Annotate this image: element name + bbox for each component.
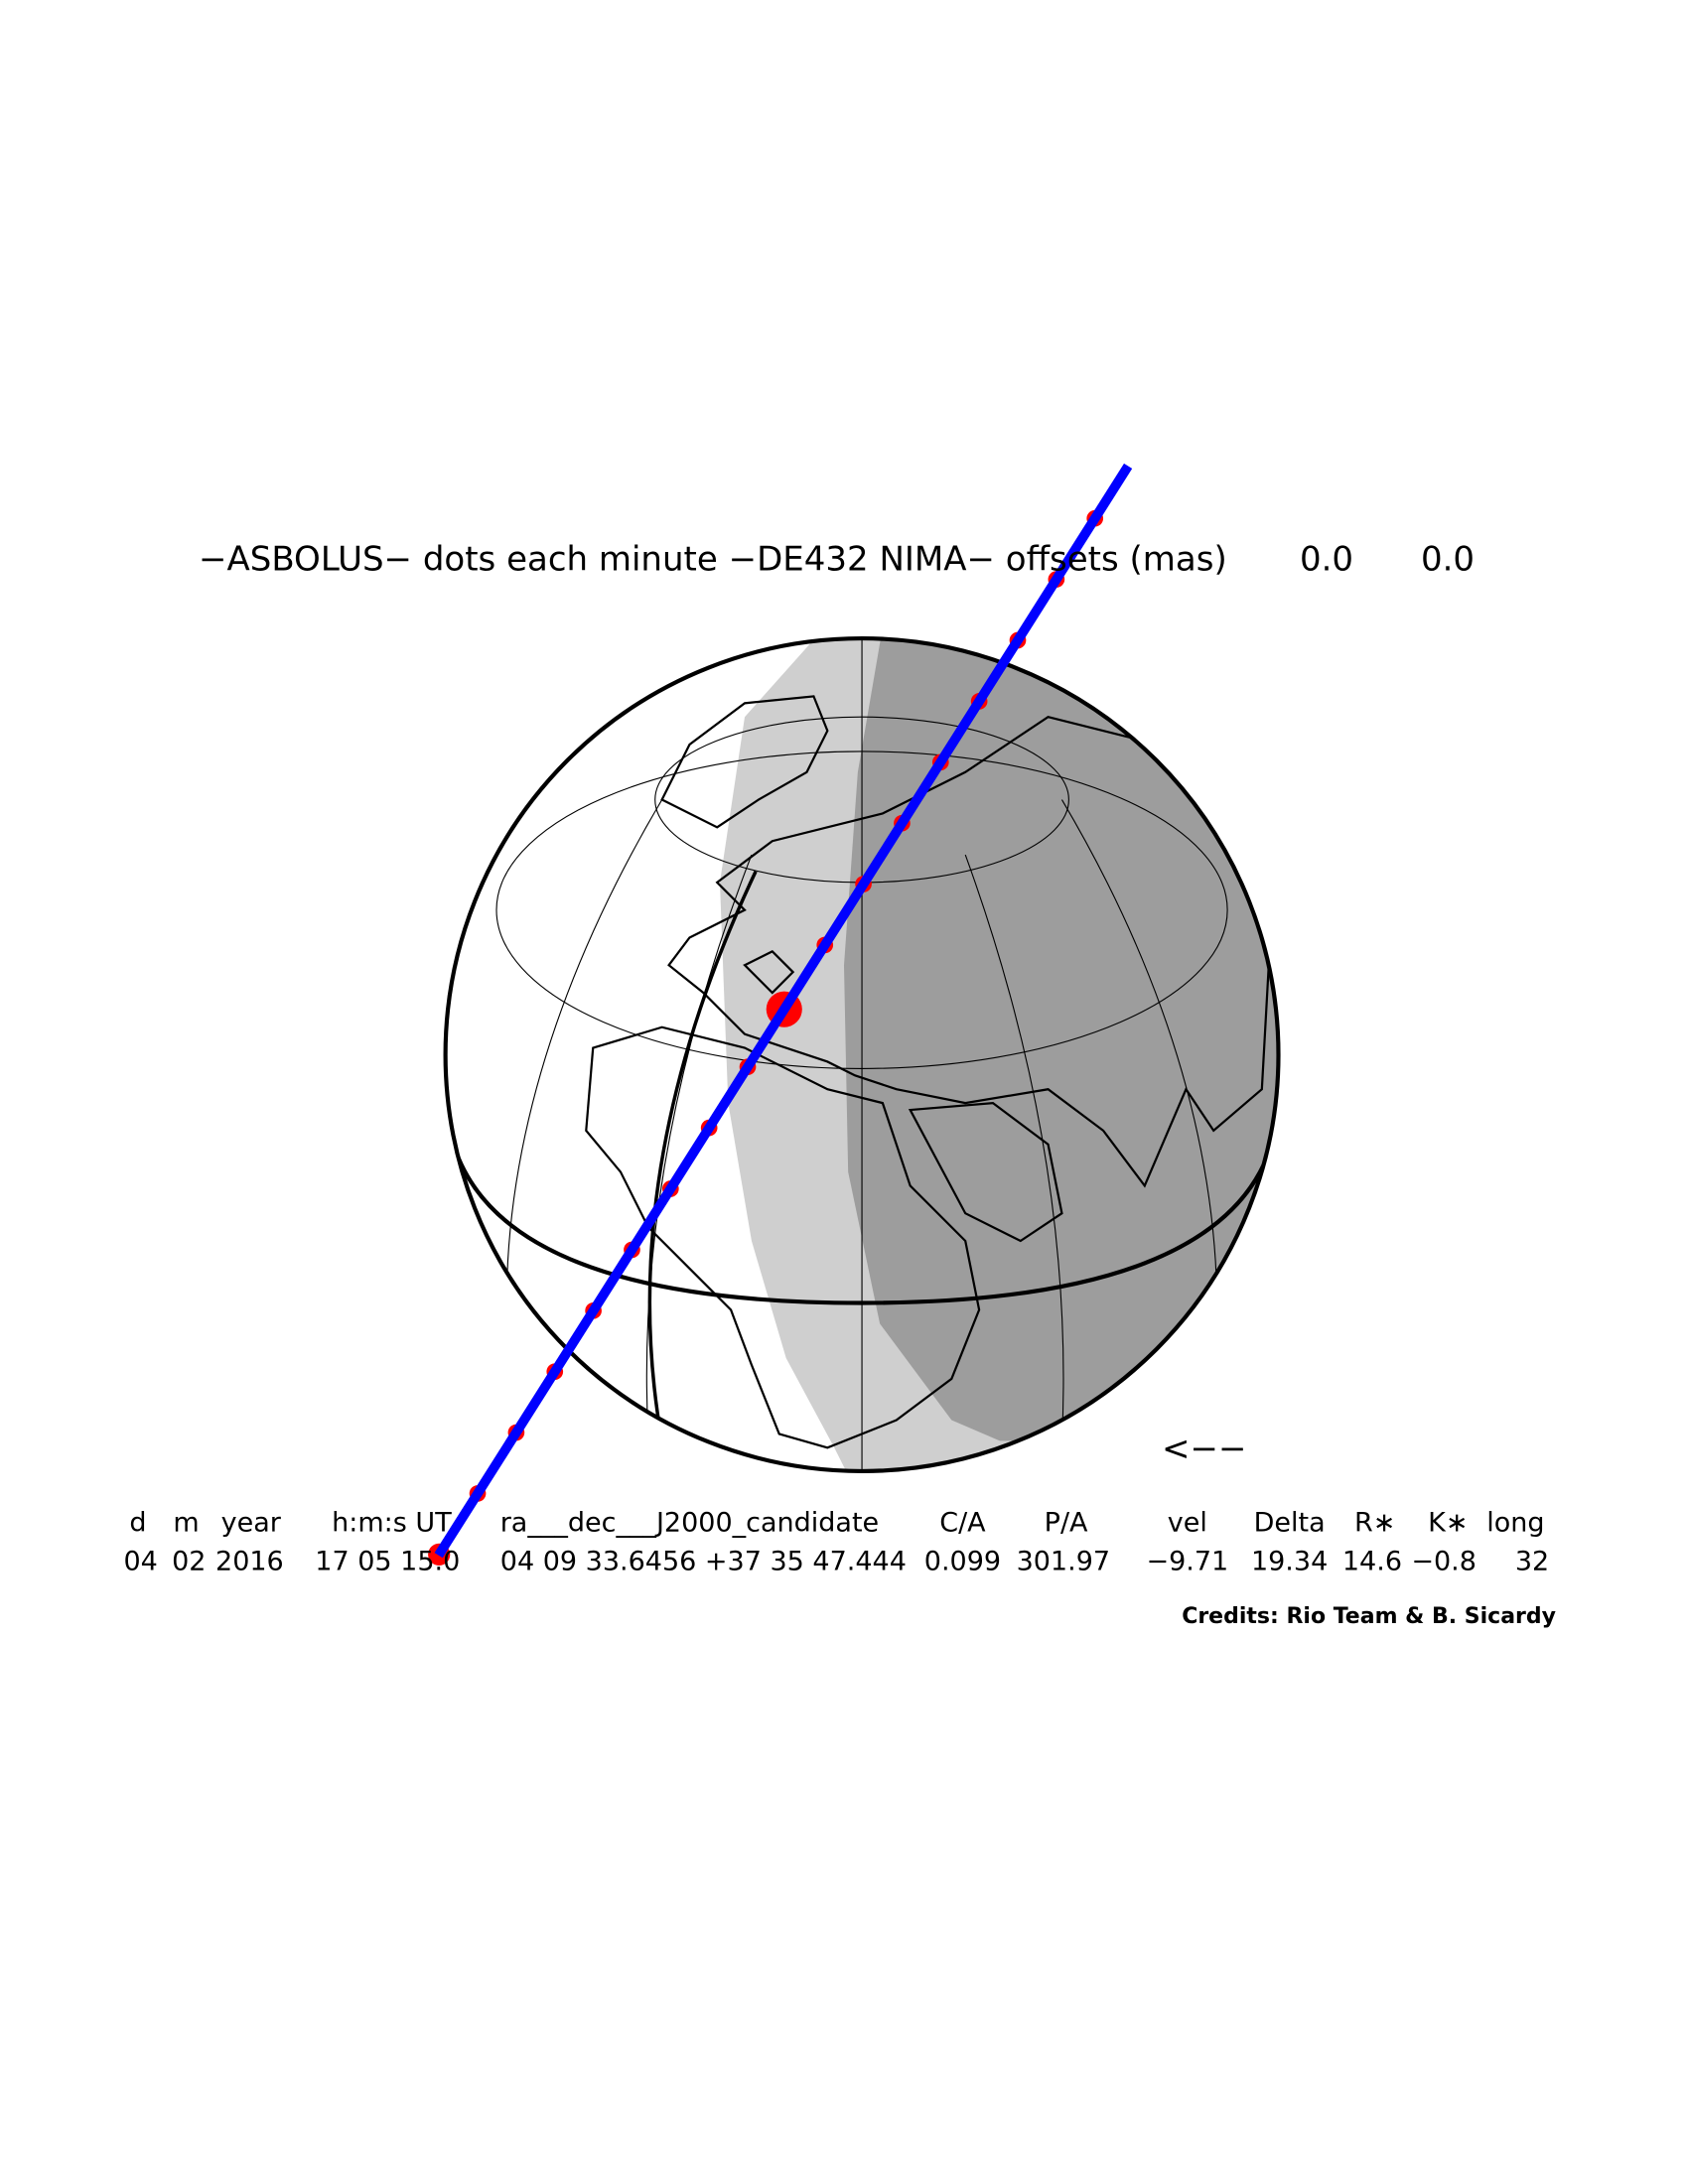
cell: 04 [123,1547,157,1577]
column-header: vel [1168,1508,1207,1539]
globe [428,463,1281,1566]
column-header: m [173,1508,199,1539]
column-header: Delta [1254,1508,1326,1539]
column-header: R∗ [1354,1508,1395,1539]
globe-outline [443,635,1281,1474]
cell: 19.34 [1251,1547,1328,1577]
cell: −9.71 [1146,1547,1228,1577]
column-header: K∗ [1428,1508,1468,1539]
cell: −0.8 [1411,1547,1477,1577]
cell: 14.6 [1342,1547,1402,1577]
column-header: C/A [939,1508,986,1539]
column-header: d [129,1508,146,1539]
night-zone [844,638,1279,1441]
column-header: long [1486,1508,1544,1539]
cell: 0.099 [924,1547,1001,1577]
cell: 02 [172,1547,206,1577]
cell: 32 [1515,1547,1549,1577]
credits: Credits: Rio Team & B. Sicardy [1182,1604,1556,1629]
column-header: h:m:s UT [332,1508,452,1539]
offset: 0.0 [1421,540,1475,580]
column-header: ra___dec___J2000_candidate [500,1508,879,1539]
direction-arrow: <−− [1162,1430,1246,1469]
cell: 301.97 [1017,1547,1110,1577]
offset: 0.0 [1300,540,1353,580]
limit-line [647,871,758,1441]
shadow-track [428,463,1133,1566]
cell: 17 05 15.0 [315,1547,460,1577]
cell: 2016 [215,1547,284,1577]
cell: 04 09 33.6456 +37 35 47.444 [500,1547,907,1577]
circumstances-table: d m year h:m:s UT ra___dec___J2000_candidate… [123,1508,1549,1577]
title: −ASBOLUS− dots each minute −DE432 NIMA− … [199,540,1227,580]
column-header: year [221,1508,282,1539]
column-header: P/A [1045,1508,1088,1539]
equator [445,1089,1279,1305]
track-line [434,463,1133,1559]
